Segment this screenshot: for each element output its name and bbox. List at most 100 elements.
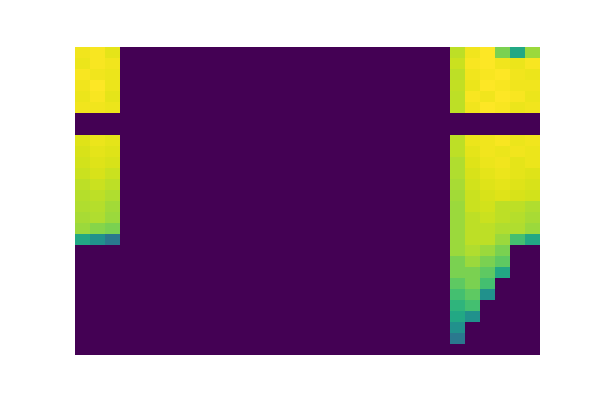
heatmap-cell (360, 113, 376, 125)
heatmap-cell (240, 212, 256, 224)
heatmap-cell (75, 201, 91, 213)
heatmap-cell (330, 256, 346, 268)
heatmap-cell (420, 47, 436, 59)
heatmap-cell (105, 212, 121, 224)
heatmap-cell (375, 223, 391, 235)
heatmap-cell (480, 58, 496, 70)
heatmap-cell (90, 124, 106, 136)
heatmap-cell (165, 212, 181, 224)
heatmap-cell (525, 124, 540, 136)
heatmap-cell (495, 234, 511, 246)
heatmap-cell (210, 91, 226, 103)
heatmap-cell (195, 245, 211, 257)
heatmap-cell (210, 58, 226, 70)
heatmap-cell (165, 124, 181, 136)
heatmap-cell (375, 58, 391, 70)
heatmap-cell (435, 157, 451, 169)
heatmap-cell (510, 267, 526, 279)
heatmap-cell (465, 146, 481, 158)
heatmap-cell (195, 344, 211, 355)
heatmap-cell (450, 168, 466, 180)
heatmap-cell (390, 124, 406, 136)
heatmap-cell (480, 69, 496, 81)
heatmap-cell (390, 146, 406, 158)
heatmap-cell (345, 124, 361, 136)
heatmap-cell (240, 146, 256, 158)
heatmap-cell (330, 322, 346, 334)
heatmap-cell (360, 245, 376, 257)
heatmap-cell (225, 179, 241, 191)
heatmap-cell (165, 91, 181, 103)
heatmap-cell (525, 47, 540, 59)
heatmap-cell (405, 201, 421, 213)
heatmap-cell (90, 267, 106, 279)
heatmap-cell (180, 322, 196, 334)
heatmap-cell (405, 234, 421, 246)
heatmap-cell (105, 179, 121, 191)
heatmap-cell (120, 146, 136, 158)
heatmap-cell (105, 201, 121, 213)
heatmap-cell (405, 267, 421, 279)
heatmap-cell (225, 333, 241, 345)
heatmap-cell (315, 278, 331, 290)
heatmap-cell (330, 124, 346, 136)
heatmap-cell (420, 267, 436, 279)
heatmap-cell (360, 47, 376, 59)
heatmap-cell (150, 135, 166, 147)
heatmap-cell (480, 47, 496, 59)
heatmap-cell (330, 80, 346, 92)
heatmap-cell (270, 80, 286, 92)
heatmap-cell (405, 179, 421, 191)
heatmap-cell (345, 102, 361, 114)
heatmap-cell (270, 344, 286, 355)
heatmap-cell (510, 168, 526, 180)
heatmap-cell (315, 223, 331, 235)
heatmap-cell (510, 289, 526, 301)
heatmap-cell (225, 223, 241, 235)
heatmap-cell (510, 124, 526, 136)
heatmap-cell (420, 124, 436, 136)
heatmap-cell (510, 102, 526, 114)
heatmap-cell (465, 245, 481, 257)
heatmap-cell (495, 113, 511, 125)
heatmap-cell (330, 58, 346, 70)
heatmap-cell (390, 234, 406, 246)
heatmap-cell (480, 322, 496, 334)
heatmap-cell (450, 190, 466, 202)
heatmap-cell (510, 322, 526, 334)
heatmap-cell (225, 58, 241, 70)
heatmap-cell (270, 135, 286, 147)
heatmap-cell (225, 69, 241, 81)
heatmap-cell (105, 256, 121, 268)
heatmap-cell (195, 69, 211, 81)
heatmap-cell (225, 157, 241, 169)
heatmap-cell (330, 47, 346, 59)
heatmap-cell (405, 245, 421, 257)
heatmap-cell (510, 256, 526, 268)
heatmap-cell (180, 80, 196, 92)
heatmap-cell (420, 146, 436, 158)
heatmap-cell (390, 267, 406, 279)
heatmap-cell (135, 69, 151, 81)
heatmap-cell (285, 135, 301, 147)
heatmap-cell (345, 344, 361, 355)
heatmap-cell (480, 190, 496, 202)
heatmap-cell (285, 201, 301, 213)
heatmap-cell (285, 91, 301, 103)
heatmap-cell (180, 157, 196, 169)
heatmap-cell (240, 278, 256, 290)
heatmap-cell (450, 223, 466, 235)
heatmap-cell (135, 322, 151, 334)
heatmap-cell (345, 212, 361, 224)
heatmap-cell (285, 168, 301, 180)
heatmap-cell (210, 179, 226, 191)
heatmap-cell (90, 311, 106, 323)
heatmap-cell (510, 91, 526, 103)
heatmap-cell (300, 245, 316, 257)
heatmap-cell (375, 344, 391, 355)
heatmap-cell (510, 80, 526, 92)
heatmap-cell (180, 179, 196, 191)
heatmap-cell (435, 267, 451, 279)
heatmap-cell (420, 311, 436, 323)
heatmap-cell (75, 91, 91, 103)
